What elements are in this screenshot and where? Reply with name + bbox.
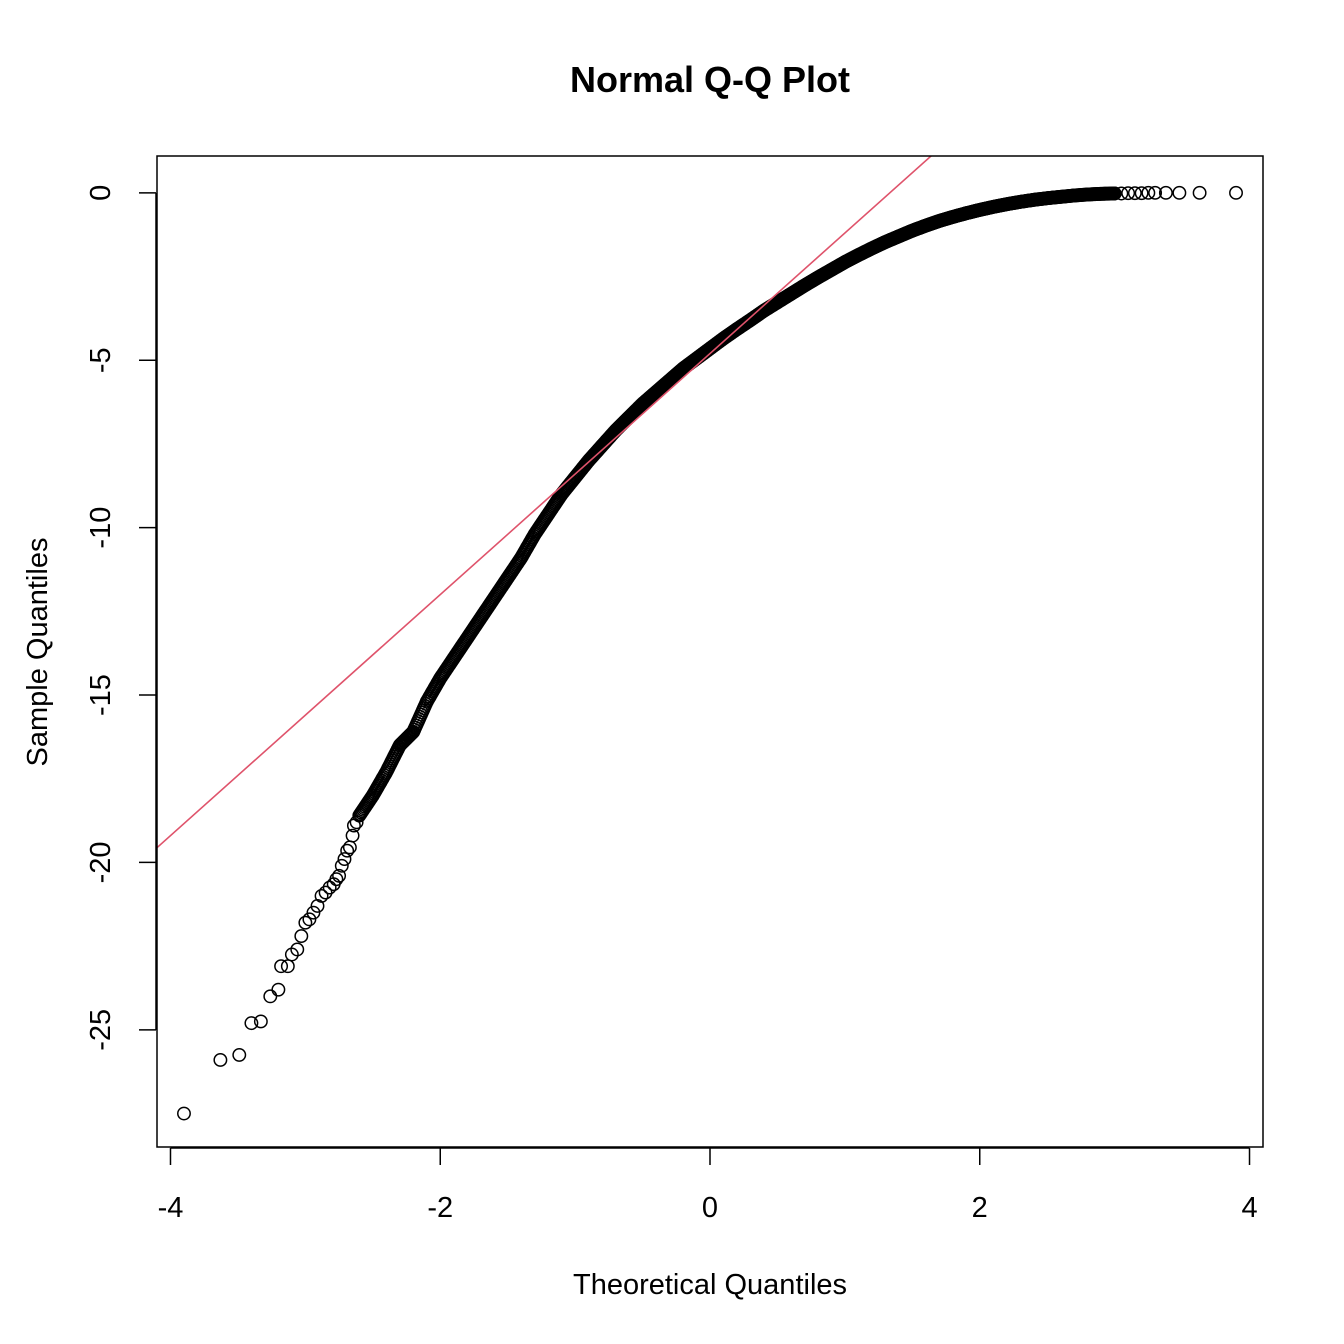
data-point bbox=[314, 888, 329, 903]
reference-line bbox=[157, 156, 933, 849]
data-point bbox=[290, 942, 305, 957]
x-tick-label: 0 bbox=[702, 1192, 718, 1224]
data-point bbox=[306, 905, 321, 920]
x-axis: -4 -2 0 2 4 bbox=[158, 1147, 1258, 1224]
x-tick-label: 4 bbox=[1241, 1192, 1257, 1224]
data-point bbox=[1229, 185, 1243, 200]
data-point bbox=[298, 915, 313, 930]
data-point bbox=[346, 818, 361, 833]
y-tick-label: -25 bbox=[85, 1009, 117, 1051]
data-point bbox=[232, 1047, 247, 1062]
data-point bbox=[1134, 186, 1149, 201]
data-point bbox=[334, 858, 349, 873]
data-point bbox=[244, 1016, 259, 1031]
data-point bbox=[1148, 185, 1163, 200]
y-tick-label: -15 bbox=[85, 674, 117, 716]
data-point bbox=[271, 982, 286, 997]
data-point bbox=[1107, 186, 1122, 201]
x-tick-label: -2 bbox=[427, 1192, 453, 1224]
data-point bbox=[1121, 186, 1136, 201]
data-point bbox=[1141, 185, 1156, 200]
data-point bbox=[349, 815, 364, 830]
data-point bbox=[1114, 186, 1129, 201]
chart-title: Normal Q-Q Plot bbox=[570, 59, 850, 100]
y-tick-label: -20 bbox=[85, 841, 117, 883]
y-axis-label: Sample Quantiles bbox=[22, 538, 54, 767]
data-point bbox=[284, 947, 299, 962]
data-point bbox=[213, 1053, 228, 1067]
data-point bbox=[302, 912, 317, 927]
y-tick-label: -5 bbox=[85, 347, 117, 373]
data-point bbox=[1127, 186, 1142, 201]
data-points bbox=[177, 185, 1243, 1121]
data-point bbox=[177, 1106, 191, 1121]
data-point bbox=[1192, 185, 1207, 200]
data-point bbox=[342, 840, 357, 855]
plot-frame bbox=[156, 155, 1264, 1148]
reference-line-layer bbox=[157, 156, 933, 849]
data-point bbox=[322, 880, 337, 895]
y-axis: 0 -5 -10 -15 -20 -25 bbox=[85, 185, 157, 1051]
data-point bbox=[274, 959, 289, 974]
data-point bbox=[1172, 185, 1187, 200]
data-point bbox=[340, 843, 355, 858]
data-point bbox=[329, 872, 344, 887]
data-point bbox=[318, 885, 333, 900]
y-tick-label: 0 bbox=[85, 185, 117, 201]
data-point bbox=[253, 1014, 268, 1029]
data-point bbox=[263, 989, 278, 1004]
data-point bbox=[332, 868, 347, 883]
data-point bbox=[345, 828, 360, 843]
x-axis-label: Theoretical Quantiles bbox=[573, 1269, 847, 1301]
data-point bbox=[294, 929, 309, 944]
x-tick-label: 2 bbox=[972, 1192, 988, 1224]
data-point bbox=[1158, 185, 1173, 200]
data-point bbox=[337, 852, 352, 867]
y-tick-label: -10 bbox=[85, 507, 117, 549]
x-tick-label: -4 bbox=[158, 1192, 184, 1224]
